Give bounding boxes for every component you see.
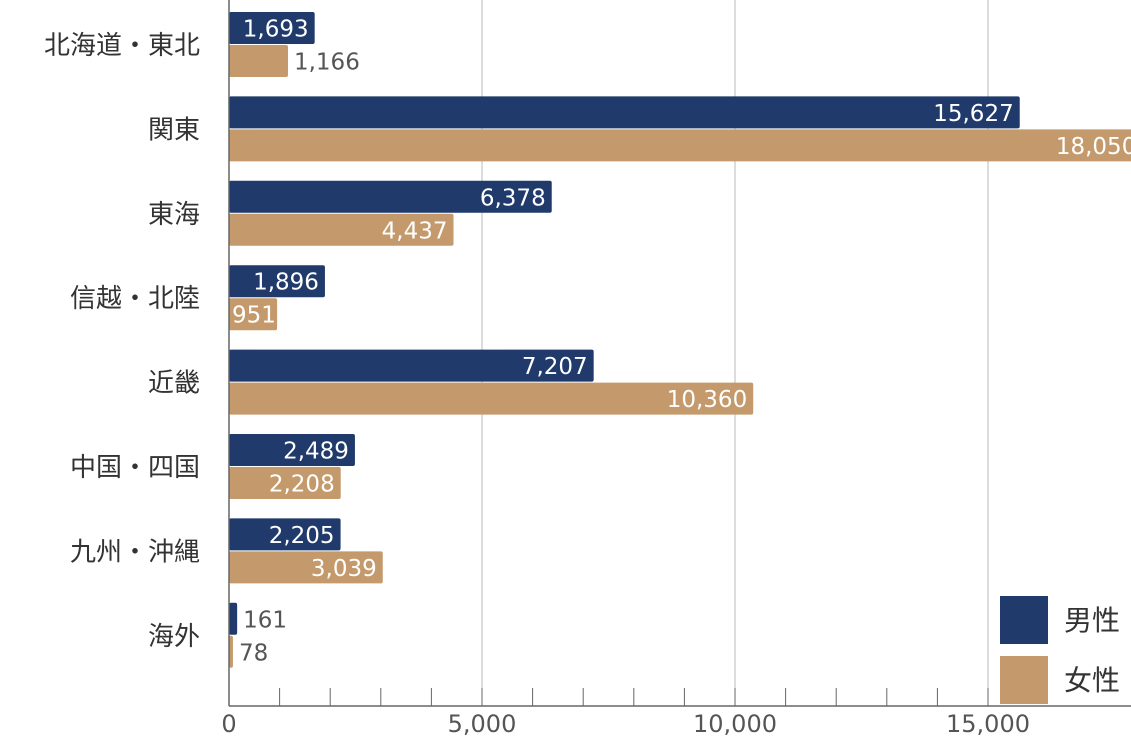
- category-label: 関東: [148, 115, 200, 145]
- male-bar: [229, 180, 552, 213]
- male-bar: [229, 602, 238, 635]
- x-tick-label: 0: [221, 710, 236, 738]
- category-label: 九州・沖縄: [70, 537, 200, 567]
- male-bar: [229, 265, 325, 298]
- x-tick-label: 5,000: [448, 710, 517, 738]
- value-label: 7,207: [522, 354, 588, 380]
- category-label: 海外: [148, 622, 200, 652]
- male-bar: [229, 434, 355, 466]
- male-bar: [229, 12, 315, 44]
- x-axis: 0 5,000 10,000 15,000: [221, 0, 1131, 738]
- female-bar: [229, 129, 1131, 162]
- value-label: 3,039: [311, 556, 377, 582]
- value-label: 161: [243, 607, 287, 633]
- category-label: 信越・北陸: [70, 284, 200, 314]
- value-label: 15,627: [933, 101, 1013, 127]
- value-label: 951: [232, 303, 276, 329]
- value-label: 78: [239, 640, 268, 666]
- value-label: 10,360: [667, 387, 747, 413]
- male-bar: [229, 349, 594, 382]
- female-bar: [229, 298, 278, 331]
- legend-label: 男性: [1064, 604, 1120, 637]
- female-bar: [229, 45, 288, 77]
- x-tick-label: 15,000: [946, 710, 1030, 738]
- female-legend-swatch: [1000, 656, 1048, 704]
- female-bar: [229, 213, 454, 246]
- male-bar: [229, 96, 1020, 129]
- male-bar: [229, 518, 341, 551]
- legend-label: 女性: [1064, 664, 1120, 697]
- x-tick-label: 10,000: [693, 710, 777, 738]
- category-label: 北海道・東北: [44, 31, 200, 61]
- female-bar: [229, 635, 233, 668]
- value-label: 2,489: [283, 439, 349, 465]
- bars: 1,693 1,166 15,627 18,050 6,378 4,437 1,896 951…: [229, 12, 1131, 668]
- value-label: 1,896: [253, 270, 319, 296]
- male-legend-swatch: [1000, 596, 1048, 644]
- value-label: 2,205: [269, 523, 335, 549]
- value-label: 18,050: [1056, 134, 1131, 160]
- female-bar: [229, 382, 754, 415]
- category-label: 近畿: [148, 369, 200, 399]
- value-label: 1,166: [294, 50, 360, 76]
- value-label: 4,437: [382, 218, 448, 244]
- female-bar: [229, 551, 383, 584]
- category-label: 東海: [148, 200, 200, 230]
- value-label: 2,208: [269, 472, 335, 498]
- value-label: 6,378: [480, 185, 546, 211]
- female-bar: [229, 467, 341, 499]
- value-label: 1,693: [243, 17, 309, 43]
- category-label: 中国・四国: [70, 453, 200, 483]
